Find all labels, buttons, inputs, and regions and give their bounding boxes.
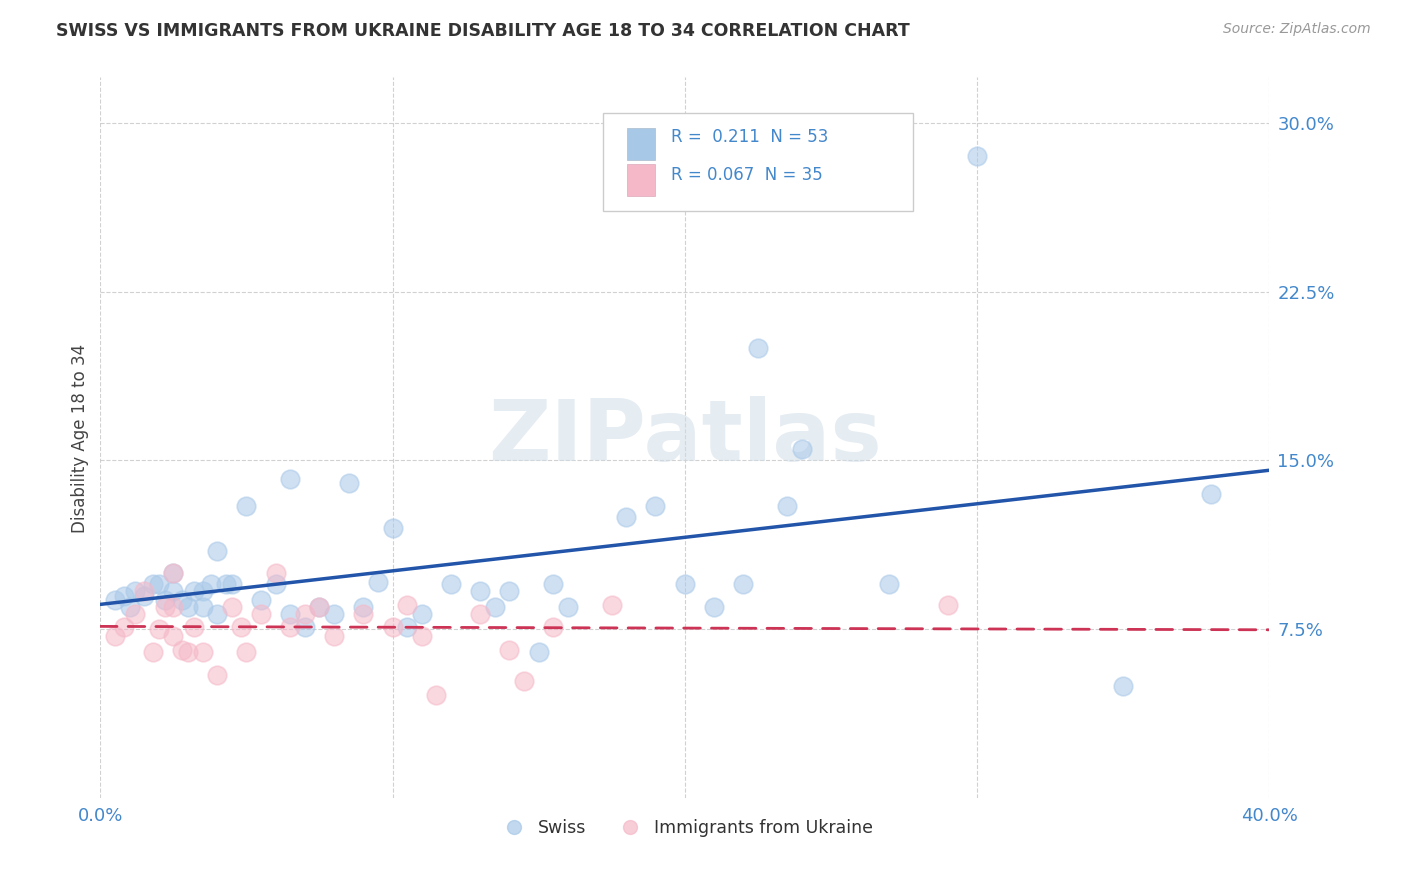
Point <box>396 620 419 634</box>
Point <box>112 589 135 603</box>
Point <box>104 629 127 643</box>
Legend: Swiss, Immigrants from Ukraine: Swiss, Immigrants from Ukraine <box>489 812 880 844</box>
Point <box>396 598 419 612</box>
Point <box>498 642 520 657</box>
Point <box>1199 487 1222 501</box>
Point <box>172 593 194 607</box>
Point <box>308 599 330 614</box>
Point <box>411 629 433 643</box>
Point <box>205 543 228 558</box>
Point <box>337 476 360 491</box>
Point <box>124 584 146 599</box>
Point <box>790 442 813 457</box>
Point <box>229 620 252 634</box>
Point <box>221 577 243 591</box>
Point <box>614 509 637 524</box>
Point <box>294 620 316 634</box>
Point <box>541 620 564 634</box>
Point <box>162 566 184 581</box>
Point <box>183 584 205 599</box>
Point <box>142 645 165 659</box>
Point <box>966 149 988 163</box>
Point <box>104 593 127 607</box>
Point <box>235 499 257 513</box>
Point <box>162 566 184 581</box>
Point <box>205 667 228 681</box>
Point <box>440 577 463 591</box>
Point <box>352 599 374 614</box>
Text: SWISS VS IMMIGRANTS FROM UKRAINE DISABILITY AGE 18 TO 34 CORRELATION CHART: SWISS VS IMMIGRANTS FROM UKRAINE DISABIL… <box>56 22 910 40</box>
FancyBboxPatch shape <box>627 128 655 160</box>
Point <box>153 593 176 607</box>
Point <box>644 499 666 513</box>
Point <box>527 645 550 659</box>
Point <box>470 607 492 621</box>
Point <box>112 620 135 634</box>
FancyBboxPatch shape <box>603 113 912 211</box>
Point <box>776 499 799 513</box>
Point <box>177 645 200 659</box>
Point <box>352 607 374 621</box>
Y-axis label: Disability Age 18 to 34: Disability Age 18 to 34 <box>72 343 89 533</box>
Point <box>134 584 156 599</box>
Point <box>877 577 900 591</box>
Point <box>425 688 447 702</box>
Point <box>162 584 184 599</box>
Point <box>733 577 755 591</box>
Point <box>215 577 238 591</box>
Point <box>411 607 433 621</box>
Point <box>191 645 214 659</box>
Point <box>250 593 273 607</box>
Point <box>200 577 222 591</box>
Text: R = 0.067  N = 35: R = 0.067 N = 35 <box>671 166 823 184</box>
Point <box>162 599 184 614</box>
Point <box>541 577 564 591</box>
Point <box>600 598 623 612</box>
Point <box>183 620 205 634</box>
Text: ZIPatlas: ZIPatlas <box>488 396 882 480</box>
Point <box>264 577 287 591</box>
Point <box>172 642 194 657</box>
Point <box>513 674 536 689</box>
Point <box>470 584 492 599</box>
Point <box>367 575 389 590</box>
Point <box>278 620 301 634</box>
Point <box>1112 679 1135 693</box>
Point <box>308 599 330 614</box>
Point <box>673 577 696 591</box>
Point <box>153 599 176 614</box>
Point <box>557 599 579 614</box>
Point <box>323 629 346 643</box>
Point <box>177 599 200 614</box>
Point <box>264 566 287 581</box>
Text: Source: ZipAtlas.com: Source: ZipAtlas.com <box>1223 22 1371 37</box>
Point <box>148 577 170 591</box>
Text: R =  0.211  N = 53: R = 0.211 N = 53 <box>671 128 828 146</box>
Point <box>381 620 404 634</box>
Point <box>498 584 520 599</box>
Point <box>191 584 214 599</box>
Point <box>294 607 316 621</box>
Point <box>124 607 146 621</box>
Point <box>381 521 404 535</box>
Point <box>747 341 769 355</box>
FancyBboxPatch shape <box>627 164 655 195</box>
Point <box>142 577 165 591</box>
Point <box>134 589 156 603</box>
Point <box>250 607 273 621</box>
Point <box>148 623 170 637</box>
Point <box>162 629 184 643</box>
Point <box>205 607 228 621</box>
Point <box>323 607 346 621</box>
Point <box>221 599 243 614</box>
Point <box>703 599 725 614</box>
Point <box>191 599 214 614</box>
Point <box>278 471 301 485</box>
Point <box>118 599 141 614</box>
Point <box>936 598 959 612</box>
Point <box>278 607 301 621</box>
Point <box>484 599 506 614</box>
Point <box>235 645 257 659</box>
